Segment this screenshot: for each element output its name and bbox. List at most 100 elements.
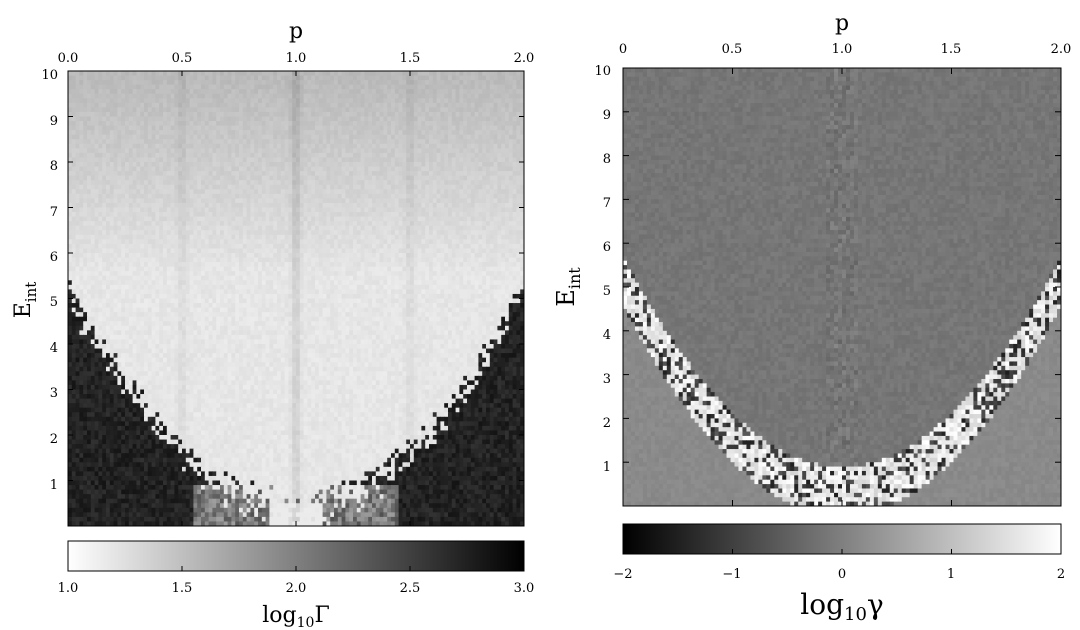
heatmap-cell [220, 162, 224, 167]
heatmap-cell [437, 203, 441, 208]
heatmap-cell [102, 139, 106, 144]
heatmap-cell [391, 235, 395, 240]
heatmap-cell [448, 230, 452, 235]
heatmap-cell [326, 153, 330, 158]
heatmap-cell [383, 80, 387, 85]
heatmap-cell [167, 148, 171, 153]
heatmap-cell [197, 94, 201, 99]
heatmap-cell [505, 76, 509, 81]
heatmap-cell [323, 226, 327, 231]
heatmap-cell [281, 189, 285, 194]
heatmap-cell [269, 153, 273, 158]
heatmap-cell [285, 189, 289, 194]
heatmap-cell [342, 258, 346, 263]
heatmap-cell [106, 203, 110, 208]
heatmap-cell [387, 71, 391, 76]
heatmap-cell [117, 98, 121, 103]
heatmap-cell [190, 162, 194, 167]
heatmap-cell [216, 71, 220, 76]
heatmap-cell [357, 230, 361, 235]
heatmap-cell [482, 107, 486, 112]
heatmap-cell [513, 194, 517, 199]
heatmap-cell [410, 239, 414, 244]
heatmap-cell [440, 135, 444, 140]
heatmap-cell [125, 235, 129, 240]
heatmap-cell [243, 135, 247, 140]
heatmap-cell [114, 107, 118, 112]
heatmap-cell [231, 148, 235, 153]
heatmap-cell [167, 139, 171, 144]
heatmap-cell [72, 103, 76, 108]
heatmap-cell [433, 112, 437, 117]
heatmap-cell [444, 189, 448, 194]
heatmap-cell [383, 85, 387, 90]
heatmap-cell [140, 107, 144, 112]
heatmap-cell [300, 76, 304, 81]
heatmap-cell [182, 176, 186, 181]
heatmap-cell [482, 117, 486, 122]
heatmap-cell [205, 185, 209, 190]
heatmap-cell [288, 85, 292, 90]
heatmap-cell [372, 80, 376, 85]
heatmap-cell [155, 194, 159, 199]
heatmap-cell [399, 194, 403, 199]
heatmap-cell [296, 112, 300, 117]
heatmap-cell [383, 76, 387, 81]
heatmap-cell [254, 107, 258, 112]
heatmap-cell [440, 180, 444, 185]
heatmap-cell [201, 71, 205, 76]
heatmap-cell [212, 94, 216, 99]
heatmap-cell [330, 230, 334, 235]
heatmap-cell [288, 171, 292, 176]
heatmap-cell [338, 253, 342, 258]
heatmap-cell [216, 185, 220, 190]
heatmap-cell [452, 117, 456, 122]
heatmap-cell [266, 117, 270, 122]
heatmap-cell [220, 117, 224, 122]
heatmap-cell [361, 194, 365, 199]
heatmap-cell [349, 221, 353, 226]
heatmap-cell [148, 167, 152, 172]
heatmap-cell [334, 148, 338, 153]
heatmap-cell [171, 208, 175, 213]
heatmap-cell [459, 135, 463, 140]
heatmap-cell [478, 226, 482, 231]
heatmap-cell [193, 117, 197, 122]
heatmap-cell [125, 185, 129, 190]
heatmap-cell [258, 162, 262, 167]
heatmap-cell [117, 80, 121, 85]
heatmap-cell [307, 171, 311, 176]
heatmap-cell [125, 180, 129, 185]
heatmap-cell [467, 130, 471, 135]
heatmap-cell [243, 117, 247, 122]
heatmap-cell [319, 94, 323, 99]
heatmap-cell [304, 148, 308, 153]
heatmap-cell [136, 144, 140, 149]
heatmap-cell [254, 239, 258, 244]
heatmap-cell [292, 217, 296, 222]
heatmap-cell [342, 107, 346, 112]
heatmap-cell [285, 89, 289, 94]
heatmap-cell [364, 180, 368, 185]
heatmap-cell [315, 85, 319, 90]
heatmap-cell [399, 230, 403, 235]
heatmap-cell [288, 139, 292, 144]
heatmap-cell [129, 176, 133, 181]
heatmap-cell [220, 248, 224, 253]
heatmap-cell [193, 80, 197, 85]
heatmap-cell [76, 162, 80, 167]
heatmap-cell [243, 112, 247, 117]
heatmap-cell [494, 230, 498, 235]
heatmap-cell [292, 194, 296, 199]
heatmap-cell [178, 230, 182, 235]
heatmap-cell [364, 117, 368, 122]
heatmap-cell [159, 71, 163, 76]
heatmap-cell [418, 203, 422, 208]
heatmap-cell [288, 221, 292, 226]
heatmap-cell [79, 148, 83, 153]
heatmap-cell [463, 76, 467, 81]
heatmap-cell [399, 103, 403, 108]
heatmap-cell [125, 157, 129, 162]
heatmap-cell [205, 121, 209, 126]
heatmap-cell [273, 98, 277, 103]
